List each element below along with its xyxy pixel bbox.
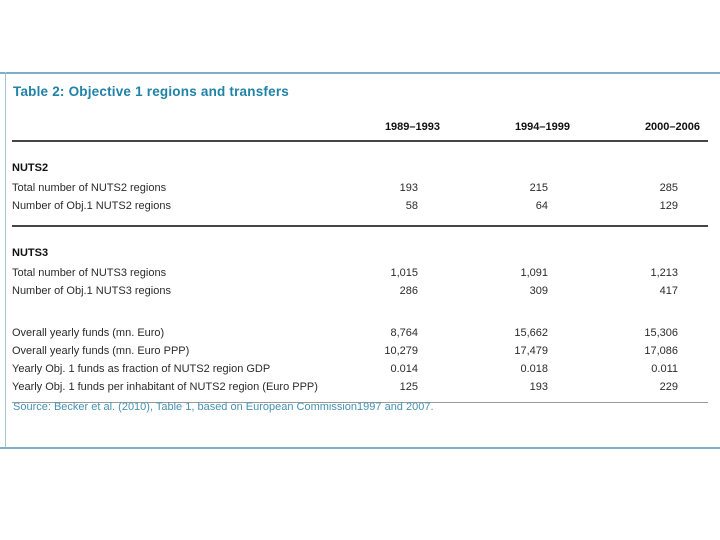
table-row: Number of Obj.1 NUTS3 regions 286 309 417 — [12, 282, 708, 300]
row-value: 1,091 — [520, 267, 548, 279]
table-row: Overall yearly funds (mn. Euro) 8,764 15,6… — [12, 324, 708, 342]
table-header-row: 1989–1993 1994–1999 2000–2006 — [12, 106, 708, 142]
table-row: Yearly Obj. 1 funds per inhabitant of NU… — [12, 378, 708, 396]
row-label: Yearly Obj. 1 funds per inhabitant of NU… — [12, 381, 318, 393]
row-label: Yearly Obj. 1 funds as fraction of NUTS2… — [12, 363, 271, 375]
divider-line — [12, 215, 708, 227]
header-empty-cell — [12, 106, 318, 142]
objective1-table: 1989–1993 1994–1999 2000–2006 NUTS2 Total… — [12, 106, 708, 403]
spacer-cell — [12, 300, 708, 324]
row-label: Overall yearly funds (mn. Euro PPP) — [12, 345, 190, 357]
row-value: 0.018 — [520, 363, 548, 375]
row-value: 286 — [399, 285, 418, 297]
table-row: Total number of NUTS2 regions 193 215 285 — [12, 179, 708, 197]
header-period-3: 2000–2006 — [578, 106, 708, 142]
row-value: 8,764 — [390, 327, 418, 339]
table-row: Yearly Obj. 1 funds as fraction of NUTS2… — [12, 360, 708, 378]
section-label: NUTS3 — [12, 247, 49, 259]
row-value: 193 — [529, 381, 548, 393]
row-label: Number of Obj.1 NUTS3 regions — [12, 285, 171, 297]
row-label: Total number of NUTS2 regions — [12, 182, 167, 194]
row-value: 1,015 — [390, 267, 418, 279]
section-row: NUTS3 — [12, 226, 708, 264]
slide-bottom-border — [0, 447, 720, 449]
source-note: Source: Becker et al. (2010), Table 1, b… — [13, 401, 434, 413]
row-value: 417 — [659, 285, 678, 297]
row-value: 193 — [399, 182, 418, 194]
slide-top-border — [0, 72, 720, 74]
row-value: 129 — [659, 200, 678, 212]
divider-row — [12, 215, 708, 227]
row-value: 64 — [535, 200, 548, 212]
row-label: Overall yearly funds (mn. Euro) — [12, 327, 165, 339]
spacer-row — [12, 300, 708, 324]
row-value: 58 — [405, 200, 418, 212]
divider-row — [12, 396, 708, 403]
row-value: 1,213 — [650, 267, 678, 279]
row-value: 0.014 — [390, 363, 418, 375]
row-value: 15,306 — [644, 327, 678, 339]
row-value: 285 — [659, 182, 678, 194]
row-value: 229 — [659, 381, 678, 393]
row-value: 17,086 — [644, 345, 678, 357]
table-title: Table 2: Objective 1 regions and transfe… — [13, 84, 289, 99]
row-label: Number of Obj.1 NUTS2 regions — [12, 200, 171, 212]
row-label: Total number of NUTS3 regions — [12, 267, 167, 279]
row-value: 309 — [529, 285, 548, 297]
table-row: Overall yearly funds (mn. Euro PPP) 10,27… — [12, 342, 708, 360]
row-value: 17,479 — [514, 345, 548, 357]
section-row: NUTS2 — [12, 141, 708, 179]
section-label: NUTS2 — [12, 162, 49, 174]
row-value: 215 — [529, 182, 548, 194]
table-row: Number of Obj.1 NUTS2 regions 58 64 129 — [12, 197, 708, 215]
header-period-2: 1994–1999 — [448, 106, 578, 142]
row-value: 15,662 — [514, 327, 548, 339]
header-period-1: 1989–1993 — [318, 106, 448, 142]
table-row: Total number of NUTS3 regions 1,015 1,091 1… — [12, 264, 708, 282]
row-value: 0.011 — [651, 363, 678, 375]
row-value: 125 — [399, 381, 418, 393]
divider-line — [12, 396, 708, 403]
row-value: 10,279 — [384, 345, 418, 357]
slide-left-border — [5, 72, 6, 449]
